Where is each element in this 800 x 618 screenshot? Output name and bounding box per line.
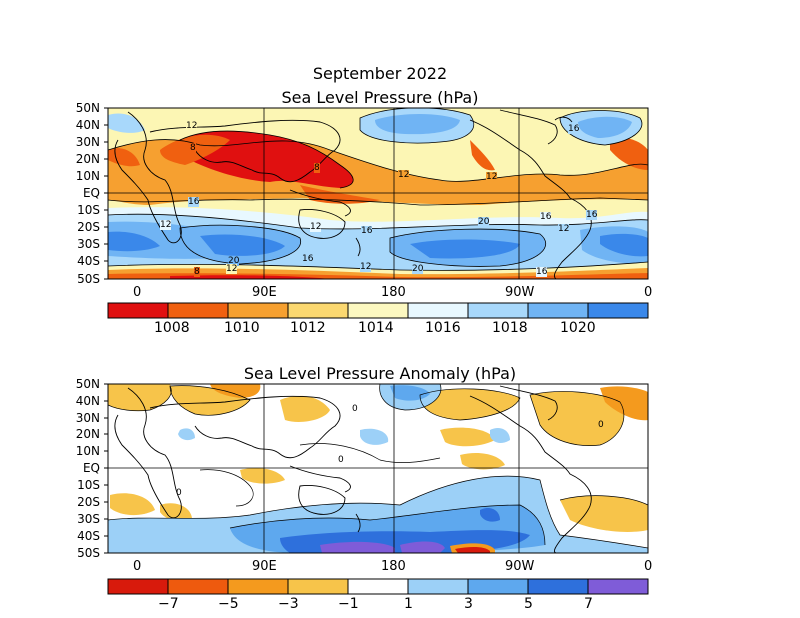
contour-label: 12	[226, 264, 238, 274]
colorbar-label: −7	[158, 596, 179, 612]
slp-gridlines	[108, 108, 648, 279]
contour-label: 16	[302, 254, 314, 264]
lat-label: EQ	[82, 186, 100, 200]
lon-label: 0	[644, 559, 653, 574]
contour-label: 16	[188, 197, 200, 207]
lat-label: 30S	[77, 512, 100, 526]
lat-label: 10N	[75, 444, 100, 458]
contour-label: 16	[568, 124, 580, 134]
contour-label: 12	[558, 224, 570, 234]
lat-label: 30N	[75, 411, 100, 425]
colorbar-label: 1012	[290, 320, 326, 336]
lat-label: 10S	[77, 478, 100, 492]
lat-label: 20N	[75, 152, 100, 166]
lat-label: 10N	[75, 169, 100, 183]
lat-label: 30S	[77, 237, 100, 251]
colorbar-label: 3	[464, 596, 473, 612]
contour-label: 8	[194, 267, 200, 277]
slp-map	[108, 108, 648, 279]
lon-label: 0	[644, 285, 653, 300]
contour-label: 0	[352, 404, 358, 414]
lat-label: 40S	[77, 529, 100, 543]
lat-label: 20S	[77, 495, 100, 509]
colorbar-label: 1014	[358, 320, 394, 336]
contour-label: 12	[186, 121, 198, 131]
figure-title: September 2022	[312, 64, 448, 83]
lon-label: 180	[381, 559, 406, 574]
contour-label: 16	[361, 226, 373, 236]
colorbar-label: 1020	[560, 320, 596, 336]
contour-label: 12	[310, 222, 322, 232]
lat-label: EQ	[82, 461, 100, 475]
slp-panel-title: Sea Level Pressure (hPa)	[281, 88, 479, 107]
colorbar-label: 1018	[492, 320, 528, 336]
lon-label: 90E	[252, 559, 277, 574]
anomaly-colorbar	[107, 578, 649, 595]
contour-label: 12	[486, 172, 498, 182]
lon-label: 180	[381, 285, 406, 300]
contour-label: 16	[540, 212, 552, 222]
colorbar-label: 1	[404, 596, 413, 612]
lat-label: 50N	[75, 377, 100, 391]
contour-label: 0	[338, 455, 344, 465]
lat-label: 20S	[77, 220, 100, 234]
lon-label: 90W	[505, 559, 535, 574]
lon-label: 90E	[252, 285, 277, 300]
colorbar-label: 1016	[425, 320, 461, 336]
anomaly-ticks	[104, 383, 108, 554]
slp-colorbar	[107, 302, 649, 319]
contour-label: 12	[360, 262, 372, 272]
lat-label: 20N	[75, 427, 100, 441]
colorbar-label: 1010	[224, 320, 260, 336]
lon-label: 0	[133, 285, 142, 300]
colorbar-label: 7	[584, 596, 593, 612]
lat-label: 50S	[77, 546, 100, 560]
lon-label: 0	[133, 559, 142, 574]
contour-label: 0	[176, 488, 182, 498]
slp-ticks	[104, 107, 108, 280]
contour-label: 12	[398, 170, 410, 180]
slp-coastlines	[114, 109, 592, 279]
contour-label: 8	[190, 143, 196, 153]
lat-label: 30N	[75, 135, 100, 149]
anomaly-coastlines	[114, 385, 592, 553]
contour-label: 20	[412, 264, 424, 274]
colorbar-label: 1008	[154, 320, 190, 336]
anomaly-panel-title: Sea Level Pressure Anomaly (hPa)	[243, 364, 517, 383]
contour-label: 16	[586, 210, 598, 220]
colorbar-label: −5	[218, 596, 239, 612]
lat-label: 40N	[75, 394, 100, 408]
contour-label: 20	[228, 256, 240, 266]
contour-label: 8	[314, 163, 320, 173]
lat-label: 50S	[77, 272, 100, 286]
contour-label: 0	[598, 420, 604, 430]
contour-label: 20	[478, 217, 490, 227]
lat-label: 40S	[77, 254, 100, 268]
colorbar-label: −1	[338, 596, 359, 612]
lat-label: 10S	[77, 203, 100, 217]
lat-label: 40N	[75, 118, 100, 132]
colorbar-label: −3	[278, 596, 299, 612]
contour-label: 16	[536, 267, 548, 277]
anomaly-map	[108, 384, 648, 553]
lon-label: 90W	[505, 285, 535, 300]
colorbar-label: 5	[524, 596, 533, 612]
contour-label: 12	[160, 220, 172, 230]
anomaly-gridlines	[108, 384, 648, 553]
lat-label: 50N	[75, 101, 100, 115]
